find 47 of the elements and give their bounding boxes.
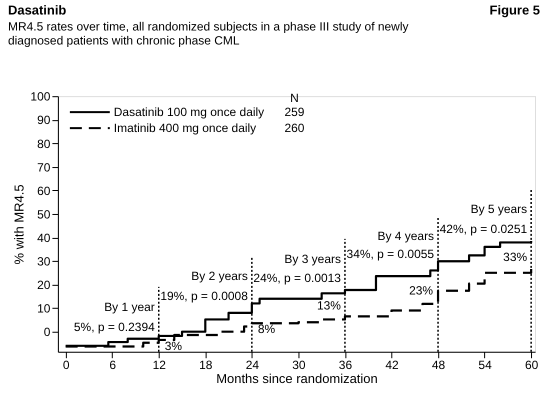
x-tick-label: 24: [246, 358, 260, 372]
chart-subtitle: MR4.5 rates over time, all randomized subjects in a phase III study of newly diagnosed patients with chronic phase CML: [8, 19, 408, 48]
annotation: By 1 year: [104, 300, 155, 314]
annotation: 42%, p = 0.0251: [440, 222, 528, 236]
y-tick-label: 20: [37, 278, 51, 292]
annotation: By 4 years: [378, 228, 434, 243]
y-tick-label: 90: [37, 113, 51, 128]
x-tick-label: 18: [199, 358, 213, 372]
y-tick-label: 40: [37, 230, 51, 245]
caption: Figure 5: [490, 2, 540, 18]
annotation: By 3 years: [284, 252, 341, 266]
x-axis-title: Months since randomization: [216, 371, 378, 386]
x-tick-label: 6: [109, 358, 116, 372]
x-tick-label: 48: [432, 358, 446, 372]
y-tick-label: 100: [30, 90, 51, 104]
x-tick-label: 0: [62, 358, 70, 372]
annotation: 13%: [316, 298, 342, 312]
legend-title: N: [290, 91, 299, 106]
x-tick-label: 60: [524, 358, 539, 372]
y-axis-title: % with MR4.5: [11, 184, 26, 264]
annotation: 5%, p = 0.2394: [74, 320, 156, 334]
y-tick-label: 60: [37, 184, 51, 198]
annotation: By 2 years: [191, 268, 248, 283]
annotation: 19%, p = 0.0008: [160, 288, 248, 303]
legend-label: Imatinib 400 mg once daily: [114, 121, 256, 136]
x-tick-label: 36: [338, 358, 352, 372]
x-tick-label: 54: [478, 358, 492, 372]
annotation: 23%: [409, 284, 434, 298]
y-tick-label: 10: [37, 302, 51, 316]
annotation: By 5 years: [470, 202, 528, 216]
x-tick-label: 30: [292, 358, 306, 372]
x-tick-label: 42: [385, 358, 399, 372]
annotation: 259: [284, 105, 305, 120]
annotation: 260: [284, 121, 305, 136]
x-tick-label: 12: [152, 358, 166, 372]
chart-title: Dasatinib: [8, 2, 66, 18]
y-tick-label: 0: [44, 325, 51, 340]
annotation: 8%: [258, 322, 276, 336]
y-tick-label: 80: [37, 136, 51, 151]
annotation: 34%, p = 0.0055: [346, 246, 434, 261]
y-tick-label: 70: [37, 160, 51, 174]
y-tick-label: 50: [37, 207, 51, 222]
legend-label: Dasatinib 100 mg once daily: [114, 105, 264, 120]
y-tick-label: 30: [37, 254, 51, 269]
annotation: 3%: [164, 338, 182, 353]
annotation: 24%, p = 0.0013: [253, 270, 342, 285]
annotation: 33%: [503, 250, 528, 264]
